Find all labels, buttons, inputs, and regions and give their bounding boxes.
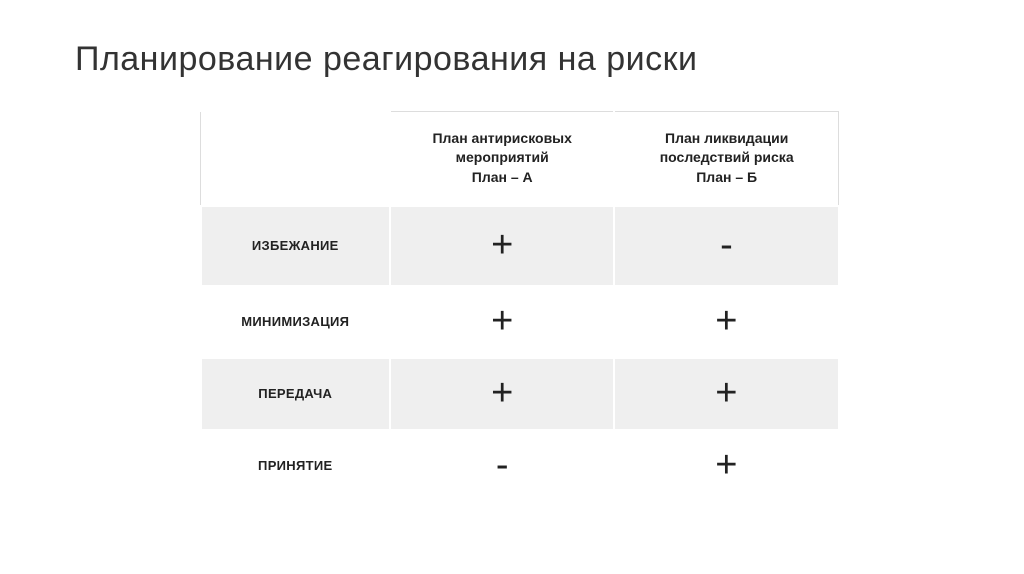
table-row: ИЗБЕЖАНИЕ + - bbox=[201, 206, 839, 286]
table-row: ПРИНЯТИЕ - + bbox=[201, 430, 839, 502]
row-label-transfer: ПЕРЕДАЧА bbox=[201, 358, 391, 430]
cell-avoidance-plan-a: + bbox=[390, 206, 614, 286]
cell-minimization-plan-b: + bbox=[614, 286, 838, 358]
header-plan-a: План антирисковых мероприятийПлан – А bbox=[390, 112, 614, 206]
cell-minimization-plan-a: + bbox=[390, 286, 614, 358]
row-label-avoidance: ИЗБЕЖАНИЕ bbox=[201, 206, 391, 286]
cell-transfer-plan-b: + bbox=[614, 358, 838, 430]
risk-response-table: План антирисковых мероприятийПлан – А Пл… bbox=[200, 111, 840, 503]
table-row: ПЕРЕДАЧА + + bbox=[201, 358, 839, 430]
cell-acceptance-plan-a: - bbox=[390, 430, 614, 502]
row-label-minimization: МИНИМИЗАЦИЯ bbox=[201, 286, 391, 358]
cell-transfer-plan-a: + bbox=[390, 358, 614, 430]
cell-avoidance-plan-b: - bbox=[614, 206, 838, 286]
row-label-acceptance: ПРИНЯТИЕ bbox=[201, 430, 391, 502]
cell-acceptance-plan-b: + bbox=[614, 430, 838, 502]
header-empty bbox=[201, 112, 391, 206]
table-container: План антирисковых мероприятийПлан – А Пл… bbox=[75, 111, 964, 503]
table-row: МИНИМИЗАЦИЯ + + bbox=[201, 286, 839, 358]
table-header-row: План антирисковых мероприятийПлан – А Пл… bbox=[201, 112, 839, 206]
page-title: Планирование реагирования на риски bbox=[75, 40, 964, 79]
header-plan-b: План ликвидации последствий рискаПлан – … bbox=[614, 112, 838, 206]
